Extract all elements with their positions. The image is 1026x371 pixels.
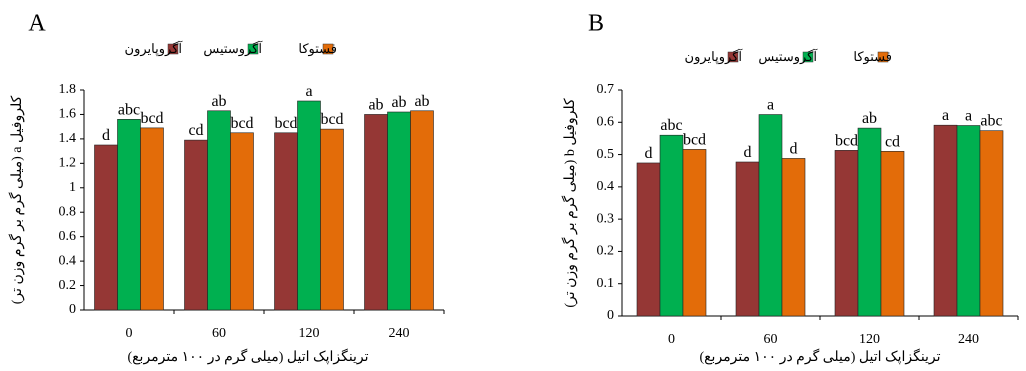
bar bbox=[857, 127, 882, 317]
x-tick-label: 60 bbox=[212, 326, 226, 341]
panel-letter: A bbox=[28, 11, 46, 37]
significance-letter: d bbox=[790, 140, 798, 157]
y-tick-label: 1 bbox=[69, 180, 76, 195]
y-axis-label: کلروفیل b (میلی گرم بر گرم وزن تر) bbox=[561, 98, 578, 308]
x-tick-label: 0 bbox=[126, 326, 133, 341]
bar bbox=[758, 114, 783, 317]
bar bbox=[140, 127, 164, 311]
bar bbox=[781, 158, 806, 317]
legend-swatch bbox=[877, 51, 889, 63]
bar bbox=[364, 114, 388, 311]
significance-letter: bcd bbox=[230, 115, 253, 132]
significance-letter: d bbox=[744, 144, 752, 161]
significance-letter: a bbox=[965, 108, 972, 125]
panel-letter: B bbox=[588, 11, 604, 37]
y-tick-label: 0.7 bbox=[597, 82, 615, 97]
legend-swatch bbox=[167, 43, 179, 55]
bar bbox=[94, 144, 118, 311]
panel-b: B آگروپایرون آگروستیس فستوکا 0 0.1 0.2 0.3 0.4 0.… bbox=[561, 11, 1019, 365]
legend-swatch bbox=[727, 51, 739, 63]
bar bbox=[297, 100, 321, 311]
panel-a: A آگروپایرون آگروستیس فستوکا 0 0.2 0.4 0.6 0.8 1 1… bbox=[8, 11, 445, 365]
significance-letter: abc bbox=[980, 113, 1002, 130]
significance-letter: bcd bbox=[140, 110, 163, 127]
y-tick-label: 0.1 bbox=[597, 276, 615, 291]
legend-swatch bbox=[247, 43, 259, 55]
x-axis-label: ترینگزاپک اتیل (میلی گرم در ۱۰۰ مترمربع) bbox=[699, 348, 940, 365]
significance-letter: a bbox=[305, 83, 312, 100]
bar bbox=[184, 139, 208, 311]
bar bbox=[320, 128, 344, 311]
significance-letter: abc bbox=[660, 117, 682, 134]
bar bbox=[230, 132, 254, 311]
legend-swatch bbox=[802, 51, 814, 63]
significance-letter: cd bbox=[885, 133, 900, 150]
bar bbox=[207, 110, 231, 311]
y-tick-label: 0.5 bbox=[597, 147, 615, 162]
significance-letter: bcd bbox=[274, 115, 297, 132]
bar bbox=[274, 132, 298, 311]
y-tick-label: 0.6 bbox=[597, 115, 615, 130]
significance-letter: d bbox=[645, 145, 653, 162]
bar bbox=[387, 111, 411, 311]
bar bbox=[682, 149, 707, 317]
x-tick-label: 60 bbox=[764, 332, 778, 347]
bar bbox=[636, 162, 661, 317]
y-tick-label: 0.2 bbox=[59, 278, 77, 293]
legend-label: آگروستیس bbox=[758, 48, 818, 65]
significance-letter: ab bbox=[391, 94, 406, 111]
y-tick-label: 0.6 bbox=[59, 229, 77, 244]
y-tick-label: 1.4 bbox=[59, 131, 77, 146]
significance-letter: ab bbox=[414, 93, 429, 110]
bar bbox=[834, 150, 859, 317]
significance-letter: bcd bbox=[835, 132, 858, 149]
y-tick-label: 0 bbox=[69, 302, 76, 317]
legend-label: آگروپایرون bbox=[685, 48, 744, 65]
significance-letter: abc bbox=[118, 101, 140, 118]
bar bbox=[933, 124, 958, 317]
y-tick-label: 1.2 bbox=[59, 156, 77, 171]
x-tick-label: 240 bbox=[389, 326, 410, 341]
significance-letter: bcd bbox=[320, 111, 343, 128]
bar bbox=[956, 125, 981, 317]
y-axis-label: کلروفیل a (میلی گرم بر گرم وزن تر) bbox=[8, 95, 25, 304]
significance-letter: d bbox=[102, 127, 110, 144]
significance-letter: a bbox=[942, 107, 949, 124]
significance-letter: ab bbox=[368, 96, 383, 113]
y-tick-label: 0 bbox=[607, 308, 614, 323]
x-tick-label: 120 bbox=[299, 326, 320, 341]
y-tick-label: 0.2 bbox=[597, 244, 615, 259]
y-tick-label: 0.4 bbox=[59, 253, 77, 268]
x-tick-label: 120 bbox=[859, 332, 880, 347]
y-tick-label: 1.8 bbox=[59, 82, 77, 97]
legend-label: آگروپایرون bbox=[125, 40, 184, 57]
bar bbox=[979, 130, 1004, 317]
y-tick-label: 0.8 bbox=[59, 204, 77, 219]
significance-letter: ab bbox=[211, 93, 226, 110]
significance-letter: a bbox=[767, 97, 774, 114]
legend-label: فستوکا bbox=[298, 41, 337, 57]
bar bbox=[735, 161, 760, 317]
x-tick-label: 240 bbox=[958, 332, 979, 347]
significance-letter: ab bbox=[862, 110, 877, 127]
y-tick-label: 0.3 bbox=[597, 211, 615, 226]
legend-label: آگروستیس bbox=[203, 40, 263, 57]
significance-letter: cd bbox=[188, 122, 203, 139]
x-tick-label: 0 bbox=[668, 332, 675, 347]
bar bbox=[410, 110, 434, 311]
significance-letter: bcd bbox=[683, 131, 706, 148]
bar bbox=[117, 119, 141, 311]
bar bbox=[659, 134, 684, 317]
legend-swatch bbox=[322, 43, 334, 55]
x-axis-label: ترینگزاپک اتیل (میلی گرم در ۱۰۰ مترمربع) bbox=[127, 348, 368, 365]
bar bbox=[880, 151, 905, 317]
y-tick-label: 1.6 bbox=[59, 107, 77, 122]
legend-label: فستوکا bbox=[853, 49, 892, 65]
y-tick-label: 0.4 bbox=[597, 179, 615, 194]
